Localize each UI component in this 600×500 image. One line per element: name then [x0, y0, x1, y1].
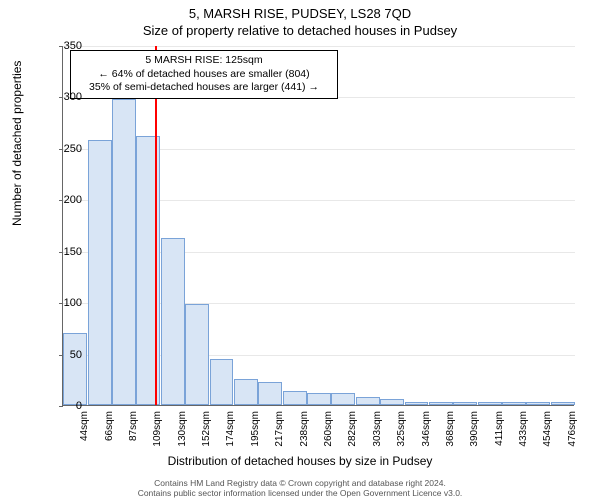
- gridline: [63, 46, 575, 47]
- xtick-label: 433sqm: [518, 411, 529, 459]
- xtick-label: 303sqm: [372, 411, 383, 459]
- histogram-bar: [185, 304, 209, 405]
- x-axis-label: Distribution of detached houses by size …: [0, 454, 600, 468]
- reference-line: [155, 46, 157, 405]
- histogram-bar: [380, 399, 404, 405]
- xtick-label: 217sqm: [274, 411, 285, 459]
- xtick-label: 368sqm: [445, 411, 456, 459]
- ytick-label: 300: [42, 91, 82, 103]
- histogram-bar: [63, 333, 87, 405]
- info-line3: 35% of semi-detached houses are larger (…: [77, 81, 331, 95]
- ytick-label: 50: [42, 349, 82, 361]
- info-line1: 5 MARSH RISE: 125sqm: [77, 54, 331, 68]
- ytick-label: 200: [42, 194, 82, 206]
- xtick-label: 195sqm: [250, 411, 261, 459]
- chart-area: 44sqm66sqm87sqm109sqm130sqm152sqm174sqm1…: [62, 46, 574, 406]
- histogram-bar: [331, 393, 355, 405]
- chart-title-desc: Size of property relative to detached ho…: [0, 21, 600, 38]
- xtick-label: 282sqm: [347, 411, 358, 459]
- info-line2: ← 64% of detached houses are smaller (80…: [77, 68, 331, 82]
- footer-line1: Contains HM Land Registry data © Crown c…: [0, 478, 600, 488]
- histogram-bar: [551, 402, 575, 405]
- plot-region: 44sqm66sqm87sqm109sqm130sqm152sqm174sqm1…: [62, 46, 574, 406]
- xtick-label: 87sqm: [128, 411, 139, 459]
- ytick-label: 100: [42, 297, 82, 309]
- info-box: 5 MARSH RISE: 125sqm ← 64% of detached h…: [70, 50, 338, 99]
- xtick-label: 174sqm: [225, 411, 236, 459]
- footer-line2: Contains public sector information licen…: [0, 488, 600, 498]
- histogram-bar: [112, 99, 136, 406]
- ytick-label: 250: [42, 143, 82, 155]
- histogram-bar: [356, 397, 380, 405]
- histogram-bar: [210, 359, 234, 405]
- histogram-bar: [429, 402, 453, 405]
- footer: Contains HM Land Registry data © Crown c…: [0, 478, 600, 498]
- xtick-label: 109sqm: [152, 411, 163, 459]
- xtick-label: 44sqm: [79, 411, 90, 459]
- xtick-label: 454sqm: [542, 411, 553, 459]
- histogram-bar: [307, 393, 331, 405]
- chart-container: 5, MARSH RISE, PUDSEY, LS28 7QD Size of …: [0, 0, 600, 500]
- xtick-label: 325sqm: [396, 411, 407, 459]
- ytick-label: 150: [42, 246, 82, 258]
- ytick-label: 350: [42, 40, 82, 52]
- histogram-bar: [478, 402, 502, 405]
- ytick-label: 0: [42, 400, 82, 412]
- histogram-bar: [283, 391, 307, 405]
- chart-title-address: 5, MARSH RISE, PUDSEY, LS28 7QD: [0, 0, 600, 21]
- histogram-bar: [453, 402, 477, 405]
- xtick-label: 260sqm: [323, 411, 334, 459]
- xtick-label: 390sqm: [469, 411, 480, 459]
- xtick-label: 476sqm: [567, 411, 578, 459]
- xtick-label: 411sqm: [494, 411, 505, 459]
- xtick-label: 130sqm: [177, 411, 188, 459]
- xtick-label: 152sqm: [201, 411, 212, 459]
- histogram-bar: [88, 140, 112, 405]
- histogram-bar: [526, 402, 550, 405]
- y-axis-label: Number of detached properties: [10, 61, 24, 226]
- xtick-label: 238sqm: [299, 411, 310, 459]
- xtick-label: 66sqm: [104, 411, 115, 459]
- histogram-bar: [405, 402, 429, 405]
- histogram-bar: [258, 382, 282, 405]
- xtick-label: 346sqm: [421, 411, 432, 459]
- histogram-bar: [502, 402, 526, 405]
- histogram-bar: [161, 238, 185, 405]
- histogram-bar: [234, 379, 258, 405]
